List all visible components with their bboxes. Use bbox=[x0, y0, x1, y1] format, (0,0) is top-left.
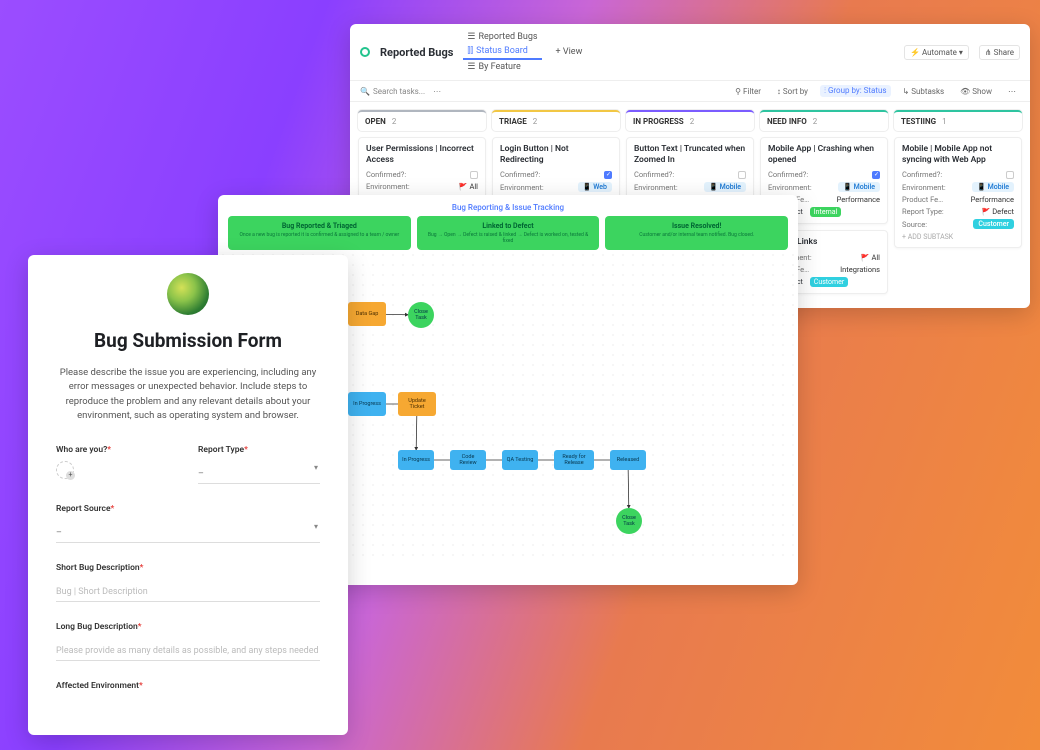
form-title: Bug Submission Form bbox=[56, 329, 320, 352]
form-avatar bbox=[167, 273, 209, 315]
sortby-button[interactable]: ↕ Sort by bbox=[773, 86, 812, 97]
list-status-icon bbox=[360, 47, 370, 57]
kanban-card[interactable]: Mobile | Mobile App not syncing with Web… bbox=[894, 137, 1022, 248]
board-title: Reported Bugs bbox=[380, 46, 453, 59]
kanban-column: TESTIING1 Mobile | Mobile App not syncing… bbox=[894, 110, 1022, 254]
flow-lane: Bug Reported & TriagedOnce a new bug is … bbox=[228, 216, 411, 250]
board-header: Reported Bugs ☰Reported Bugs⫿⫿Status Boa… bbox=[350, 24, 1030, 81]
flow-node-qaTesting[interactable]: QA Testing bbox=[502, 450, 538, 470]
flow-node-released[interactable]: Released bbox=[610, 450, 646, 470]
automate-button[interactable]: ⚡ Automate ▾ bbox=[904, 45, 969, 60]
view-tab-reported-bugs[interactable]: ☰Reported Bugs bbox=[463, 30, 541, 44]
reporttype-label: Report Type* bbox=[198, 445, 320, 455]
longdesc-input[interactable] bbox=[56, 642, 320, 661]
column-header[interactable]: OPEN2 bbox=[358, 110, 486, 131]
reporttype-select[interactable] bbox=[198, 465, 320, 484]
view-tab-status-board[interactable]: ⫿⫿Status Board bbox=[463, 44, 541, 60]
show-button[interactable]: 👁 Show bbox=[956, 86, 996, 97]
source-label: Report Source* bbox=[56, 504, 320, 514]
who-label: Who are you?* bbox=[56, 445, 178, 455]
bug-submission-form: Bug Submission Form Please describe the … bbox=[28, 255, 348, 735]
view-tab-by-feature[interactable]: ☰By Feature bbox=[463, 60, 541, 74]
flow-node-dataGap[interactable]: Data Gap bbox=[348, 302, 386, 326]
share-button[interactable]: ⋔ Share bbox=[979, 45, 1020, 60]
form-description: Please describe the issue you are experi… bbox=[56, 366, 320, 423]
flow-node-updateTicket[interactable]: Update Ticket bbox=[398, 392, 436, 416]
column-header[interactable]: TESTIING1 bbox=[894, 110, 1022, 131]
more-icon[interactable]: ⋯ bbox=[433, 87, 441, 96]
flow-node-closeTask2[interactable]: Close Task bbox=[616, 508, 642, 534]
filter-button[interactable]: ⚲ Filter bbox=[731, 86, 765, 97]
column-header[interactable]: NEED INFO2 bbox=[760, 110, 888, 131]
flow-node-inProgress2[interactable]: In Progress bbox=[398, 450, 434, 470]
board-toolbar: 🔍 Search tasks... ⋯ ⚲ Filter ↕ Sort by ⫶… bbox=[350, 81, 1030, 102]
toolbar-more-icon[interactable]: ⋯ bbox=[1004, 86, 1020, 97]
who-picker[interactable] bbox=[56, 461, 74, 479]
flow-node-inProgress[interactable]: In Progress bbox=[348, 392, 386, 416]
flow-lane: Linked to DefectBug → Open → Defect is r… bbox=[417, 216, 600, 250]
add-view-button[interactable]: + View bbox=[552, 45, 587, 59]
flowchart-title: Bug Reporting & Issue Tracking bbox=[218, 195, 798, 216]
shortdesc-label: Short Bug Description* bbox=[56, 563, 320, 573]
search-input[interactable]: 🔍 Search tasks... bbox=[360, 87, 425, 96]
flowchart-lanes: Bug Reported & TriagedOnce a new bug is … bbox=[218, 216, 798, 250]
env-label: Affected Environment* bbox=[56, 681, 320, 691]
shortdesc-input[interactable] bbox=[56, 583, 320, 602]
subtasks-button[interactable]: ↳ Subtasks bbox=[899, 86, 949, 97]
column-header[interactable]: TRIAGE2 bbox=[492, 110, 620, 131]
source-select[interactable] bbox=[56, 524, 320, 543]
flow-node-closeTest[interactable]: Close Task bbox=[408, 302, 434, 328]
flow-lane: Issue Resolved!Customer and/or internal … bbox=[605, 216, 788, 250]
column-header[interactable]: IN PROGRESS2 bbox=[626, 110, 754, 131]
flow-node-codeReview[interactable]: Code Review bbox=[450, 450, 486, 470]
longdesc-label: Long Bug Description* bbox=[56, 622, 320, 632]
flow-node-readyRelease[interactable]: Ready for Release bbox=[554, 450, 594, 470]
groupby-button[interactable]: ⫶ Group by: Status bbox=[820, 85, 891, 97]
